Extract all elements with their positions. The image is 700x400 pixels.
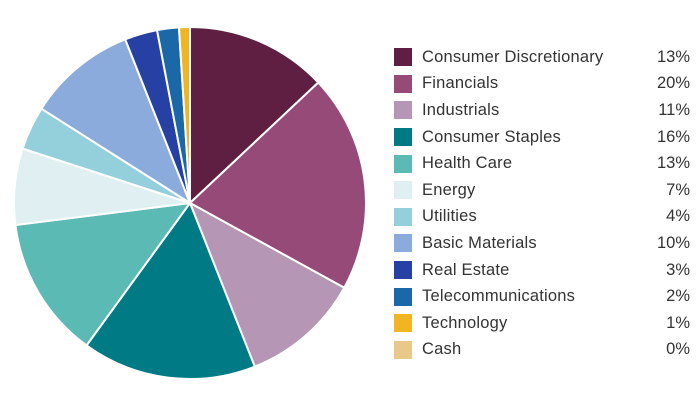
legend-value: 1% [666, 313, 690, 332]
legend-label: Health Care [422, 154, 513, 173]
legend-label: Consumer Staples [422, 127, 561, 146]
legend-item-industrials: Industrials 11% [394, 97, 690, 124]
legend-value: 20% [656, 74, 690, 93]
legend-item-energy: Energy 7% [394, 177, 690, 204]
pie-slice-consumer-staples [85, 202, 256, 380]
legend-swatch [394, 74, 412, 93]
legend-swatch [394, 207, 412, 226]
legend-label: Energy [422, 180, 476, 199]
legend-item-cash: Cash 0% [394, 337, 690, 364]
legend-label: Industrials [422, 100, 500, 119]
legend-label: Real Estate [422, 260, 510, 279]
legend-item-consumer-discretionary: Consumer Discretionary 13% [394, 44, 690, 71]
legend-item-real-estate: Real Estate 3% [394, 257, 690, 284]
legend-item-telecommunications: Telecommunications 2% [394, 283, 690, 310]
legend-value: 4% [666, 207, 690, 226]
pie-slice-basic-materials [40, 38, 191, 204]
legend-swatch [394, 48, 412, 67]
legend-swatch [394, 101, 412, 120]
legend-swatch [394, 287, 412, 306]
legend-item-technology: Technology 1% [394, 310, 690, 337]
legend-label: Utilities [422, 207, 477, 226]
legend-value: 7% [666, 180, 690, 199]
legend: Consumer Discretionary 13% Financials 20% In… [394, 44, 690, 363]
legend-value: 13% [656, 154, 690, 173]
legend-swatch [394, 340, 412, 359]
legend-swatch [394, 261, 412, 280]
legend-swatch [394, 181, 412, 200]
legend-label: Technology [422, 313, 508, 332]
legend-item-health-care: Health Care 13% [394, 150, 690, 177]
legend-label: Cash [422, 340, 462, 359]
legend-label: Financials [422, 74, 499, 93]
legend-label: Consumer Discretionary [422, 47, 604, 66]
pie-slice-industrials [189, 202, 346, 368]
legend-swatch [394, 234, 412, 253]
legend-swatch [394, 154, 412, 173]
legend-swatch [394, 128, 412, 147]
legend-label: Basic Materials [422, 233, 537, 252]
legend-item-basic-materials: Basic Materials 10% [394, 230, 690, 257]
legend-swatch [394, 314, 412, 333]
pie-chart [13, 26, 367, 380]
legend-value: 16% [656, 127, 690, 146]
legend-label: Telecommunications [422, 287, 576, 306]
pie-slice-health-care [14, 202, 191, 347]
legend-item-consumer-staples: Consumer Staples 16% [394, 124, 690, 151]
legend-value: 10% [656, 233, 690, 252]
legend-item-financials: Financials 20% [394, 71, 690, 98]
pie-slice-consumer-discretionary [189, 26, 320, 204]
legend-item-utilities: Utilities 4% [394, 204, 690, 231]
legend-value: 3% [666, 260, 690, 279]
pie-slice-technology [177, 26, 191, 204]
pie-slice-financials [189, 81, 367, 289]
legend-value: 13% [656, 47, 690, 66]
legend-value: 2% [666, 287, 690, 306]
legend-value: 11% [658, 100, 690, 119]
legend-value: 0% [666, 340, 690, 359]
